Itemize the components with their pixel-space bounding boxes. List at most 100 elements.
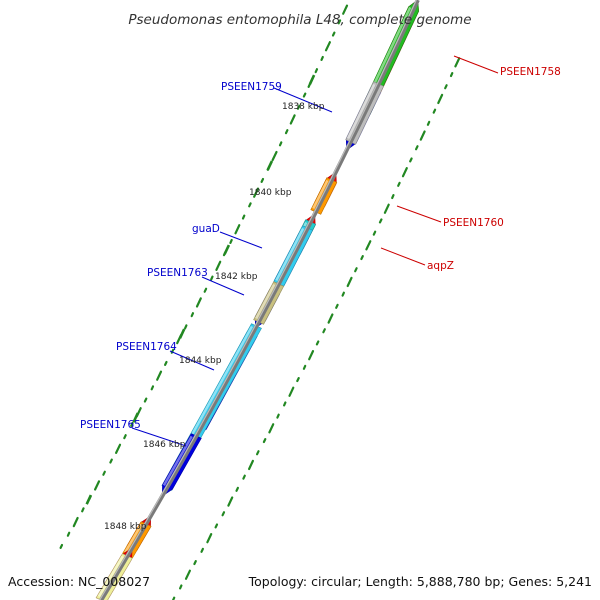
- cds-pseen1765-shine: [162, 435, 193, 486]
- tick-dot-left: [215, 260, 222, 271]
- tick-dot-right: [383, 203, 390, 214]
- tick-dot-tracks: [59, 4, 461, 600]
- tick-dot-right: [437, 93, 444, 105]
- tick-dot-right: [378, 218, 383, 224]
- feature-guad-shine: [275, 227, 305, 281]
- tick-dot-left: [210, 275, 214, 281]
- tick-dot-right: [283, 401, 287, 407]
- kbp-tick: [308, 74, 316, 85]
- tick-dot-right: [235, 486, 239, 492]
- tick-dot-left: [241, 214, 246, 220]
- tick-dot-left: [229, 238, 233, 244]
- tick-dot-left: [342, 4, 349, 15]
- gene-label: PSEEN1759: [221, 81, 282, 93]
- feature-bottom-orange-shine: [124, 523, 143, 554]
- tick-dot-left: [164, 360, 168, 366]
- tick-dot-left: [81, 507, 85, 513]
- kbp-tick: [85, 494, 93, 505]
- tick-dot-right: [268, 423, 275, 434]
- genome-backbone: [99, 0, 420, 600]
- tick-dot-left: [109, 458, 113, 464]
- tick-dot-right: [372, 230, 377, 236]
- tick-dot-right: [262, 438, 267, 444]
- tick-dot-left: [93, 480, 101, 491]
- kbp-label: 1840 kbp: [249, 188, 292, 198]
- tick-dot-right: [409, 157, 413, 163]
- tick-dot-left: [278, 141, 283, 147]
- tick-dot-left: [296, 104, 301, 110]
- tick-dot-right: [322, 328, 326, 334]
- tick-dot-left: [190, 312, 195, 318]
- tick-dot-left: [102, 470, 106, 476]
- tick-dot-right: [308, 350, 315, 361]
- tick-dot-left: [260, 177, 265, 183]
- tick-dot-left: [289, 114, 296, 125]
- tick-dot-left: [150, 385, 155, 391]
- tick-dot-right: [296, 377, 300, 383]
- feature-bottom-yellow-shine: [97, 555, 124, 598]
- tick-dot-left: [331, 31, 336, 37]
- tick-dot-right: [335, 303, 339, 309]
- tick-dot-right: [184, 569, 191, 580]
- kbp-label: 1848 kbp: [104, 522, 147, 532]
- feature-pseen1760-shine: [312, 179, 329, 209]
- tick-dot-left: [156, 370, 163, 381]
- kbp-tick: [266, 160, 274, 171]
- leader-line: [201, 276, 245, 296]
- tick-dot-right: [242, 474, 246, 480]
- tick-dot-right: [415, 145, 419, 151]
- tick-dot-left: [248, 202, 252, 208]
- leader-line: [380, 247, 426, 266]
- tick-dot-left: [302, 92, 307, 98]
- tick-dot-right: [288, 386, 295, 397]
- tick-dot-left: [66, 531, 71, 537]
- gene-label: aqpZ: [427, 260, 454, 272]
- gene-label: PSEEN1760: [443, 217, 504, 229]
- tick-dot-left: [234, 224, 241, 235]
- gene-label: PSEEN1758: [500, 66, 561, 78]
- feature-pseen1763-shine: [255, 283, 276, 319]
- tick-dot-right: [354, 267, 358, 273]
- tick-dot-right: [432, 108, 437, 114]
- leader-line: [396, 205, 442, 223]
- tick-dot-left: [130, 421, 134, 427]
- map-title: Pseudomonas entomophila L48, complete ge…: [128, 12, 471, 28]
- tick-dot-right: [179, 584, 183, 590]
- leader-line: [453, 55, 499, 74]
- tick-dot-right: [360, 255, 364, 261]
- tick-dot-right: [341, 291, 345, 297]
- tick-dot-left: [271, 150, 278, 162]
- kbp-label: 1842 kbp: [215, 272, 258, 282]
- tick-dot-right: [449, 71, 454, 78]
- tick-dot-left: [72, 516, 79, 528]
- kbp-tick: [178, 328, 186, 339]
- gene-label: PSEEN1765: [80, 419, 141, 431]
- tick-dot-right: [248, 459, 254, 471]
- tick-dot-right: [444, 84, 448, 90]
- label-layer: 1838 kbp 1840 kbp 1842 kbp 1844 kbp 1846 kbp…: [80, 66, 561, 532]
- tick-dot-left: [143, 397, 148, 403]
- feature-pseen1759-shine: [347, 83, 376, 139]
- tick-dot-right: [401, 167, 408, 178]
- tick-dot-right: [302, 364, 307, 370]
- leader-line: [131, 427, 187, 447]
- tick-dot-right: [206, 532, 213, 544]
- kbp-tick: [223, 244, 231, 255]
- leader-line: [169, 350, 215, 371]
- tick-dot-left: [114, 443, 122, 454]
- tick-dot-right: [256, 450, 260, 456]
- tick-dot-right: [171, 596, 176, 600]
- tick-dot-right: [346, 276, 353, 288]
- kbp-label: 1846 kbp: [143, 440, 186, 450]
- tick-dot-right: [315, 340, 320, 346]
- tick-dot-left: [284, 129, 289, 135]
- tick-dot-right: [419, 130, 426, 141]
- accession-text: Accession: NC_008027: [8, 574, 150, 589]
- kbp-label: 1838 kbp: [282, 102, 325, 112]
- tick-dot-right: [327, 313, 334, 324]
- tick-dot-right: [214, 523, 219, 529]
- tick-dot-left: [253, 187, 260, 198]
- tick-dot-left: [203, 287, 208, 293]
- tick-dot-left: [320, 55, 324, 62]
- tick-dot-left: [184, 324, 188, 330]
